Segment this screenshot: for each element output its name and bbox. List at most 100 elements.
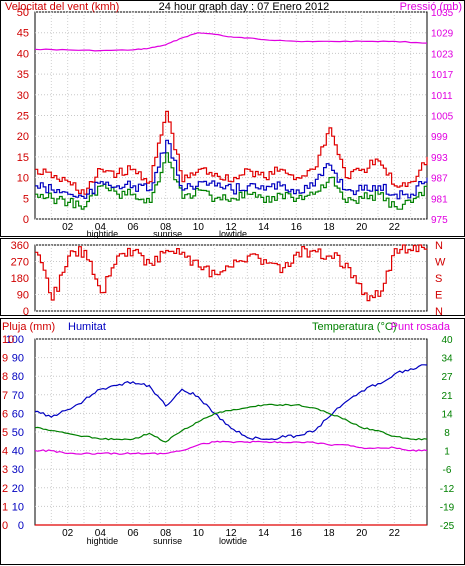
chart1-right-tick: 975	[431, 215, 448, 226]
chart3-temp-tick: -19	[440, 502, 455, 513]
chart3-hum-tick: 40	[12, 446, 24, 458]
chart3-x-tick: 10	[193, 528, 205, 539]
chart3-rain-tick: 5	[2, 427, 8, 439]
chart1-left-axis-label: Velocitat del vent (kmh)	[5, 1, 119, 13]
chart3-temp-tick: 27	[441, 372, 453, 383]
chart1-x-tick: 12	[225, 222, 237, 233]
chart1-x-tick: 02	[62, 222, 74, 233]
chart3-rain-tick: 7	[2, 390, 8, 402]
chart1-left-tick: 25	[17, 111, 29, 123]
chart3-temp-tick: 1	[444, 447, 450, 458]
chart1-x-tick: 22	[389, 222, 401, 233]
chart3-x-annotation: lowtide	[219, 536, 247, 546]
series-dew-point	[34, 440, 428, 455]
chart3-hum-tick: 50	[12, 427, 24, 439]
chart3-x-tick: 08	[160, 528, 172, 539]
chart3-rain-tick: 1	[2, 501, 8, 513]
chart3-hum-tick: 80	[12, 371, 24, 383]
chart1-left-tick: 10	[17, 173, 29, 185]
chart3-x-annotation: hightide	[87, 536, 119, 546]
chart1-left-tick: 5	[23, 193, 29, 205]
chart3-hum-tick: 20	[12, 483, 24, 495]
chart1-x-tick: 06	[127, 222, 139, 233]
chart3-temp-tick: 40	[441, 335, 453, 346]
chart3-hum-tick: 100	[6, 334, 24, 346]
chart2-left-tick: 90	[17, 290, 29, 302]
chart1-left-tick: 45	[17, 28, 29, 40]
chart1-x-tick: 08	[160, 222, 172, 233]
chart3-rain-label: Pluja (mm)	[2, 321, 55, 333]
chart3-x-tick: 12	[225, 528, 237, 539]
chart3-temp-label: Temperatura (°C)	[312, 321, 396, 333]
chart3-temp-tick: 34	[441, 354, 453, 365]
chart1-x-tick: 04	[95, 222, 107, 233]
chart2-left-tick: 180	[11, 273, 29, 285]
chart1-left-tick: 50	[17, 7, 29, 19]
chart3-rain-tick: 2	[2, 483, 8, 495]
chart1-right-tick: 1011	[431, 91, 453, 102]
chart3-x-tick: 06	[127, 528, 139, 539]
chart2-left-tick: 270	[11, 257, 29, 269]
chart3-rain-tick: 0	[2, 520, 8, 532]
chart3-rain-tick: 8	[2, 371, 8, 383]
chart3-hum-tick: 0	[18, 520, 24, 532]
chart1-right-tick: 1029	[431, 29, 454, 40]
chart3-x-annotation: sunrise	[153, 536, 182, 546]
chart3-x-tick: 16	[291, 528, 303, 539]
chart1-right-tick: 987	[431, 174, 448, 185]
chart3-rain-tick: 3	[2, 464, 8, 476]
series-pressure	[34, 32, 428, 52]
chart2-right-tick: N	[435, 240, 443, 252]
chart3-rain-tick: 4	[2, 446, 8, 458]
chart1-x-tick: 16	[291, 222, 303, 233]
chart1-x-annotation: lowtide	[219, 229, 247, 239]
chart3-x-tick: 18	[323, 528, 335, 539]
chart3-hum-tick: 30	[12, 464, 24, 476]
chart1-right-tick: 1017	[431, 70, 454, 81]
chart3-rain-tick: 6	[2, 408, 8, 420]
series-gust	[35, 110, 428, 195]
chart1-right-tick: 993	[431, 153, 448, 164]
chart3-hum-tick: 10	[12, 501, 24, 513]
chart3-temp-tick: 14	[441, 409, 453, 420]
chart3-dew-label: Punt rosada	[391, 321, 451, 333]
chart3-hum-tick: 60	[12, 408, 24, 420]
chart3-temp-tick: 8	[444, 428, 450, 439]
series-humidity	[34, 364, 428, 441]
chart1-x-tick: 10	[193, 222, 205, 233]
chart1-left-tick: 20	[17, 131, 29, 143]
series-avg	[35, 139, 428, 200]
chart2-right-tick: E	[435, 290, 442, 302]
chart2-left-tick: 0	[23, 306, 29, 318]
chart1-left-tick: 35	[17, 69, 29, 81]
chart3-temp-tick: -25	[440, 521, 455, 532]
chart1-right-tick: 981	[431, 194, 448, 205]
chart1-right-tick: 999	[431, 132, 448, 143]
chart3-temp-tick: 21	[441, 391, 453, 402]
chart2-left-tick: 360	[11, 240, 29, 252]
chart1-right-tick: 1035	[431, 8, 454, 19]
chart3-hum-tick: 90	[12, 353, 24, 365]
chart3-x-tick: 14	[258, 528, 270, 539]
chart1-x-tick: 20	[356, 222, 368, 233]
series-wind	[35, 152, 428, 210]
chart1-title: 24 hour graph day : 07 Enero 2012	[159, 1, 330, 13]
chart1-x-tick: 14	[258, 222, 270, 233]
chart1-left-tick: 0	[23, 214, 29, 226]
chart3-hum-tick: 70	[12, 390, 24, 402]
chart3-hum-label: Humitat	[68, 321, 106, 333]
chart3-rain-tick: 10	[2, 334, 14, 346]
chart1-right-axis-label: Pressió (mb)	[400, 1, 462, 13]
chart1-x-tick: 18	[323, 222, 335, 233]
chart3-x-tick: 04	[95, 528, 107, 539]
chart1-left-tick: 30	[17, 90, 29, 102]
chart2-right-tick: W	[435, 257, 446, 269]
chart1-right-tick: 1023	[431, 49, 454, 60]
series-wind-direction	[35, 244, 428, 302]
chart3-rain-tick: 9	[2, 353, 8, 365]
chart1-left-tick: 15	[17, 152, 29, 164]
chart1-x-annotation: hightide	[87, 229, 119, 239]
chart3-temp-tick: -12	[440, 484, 455, 495]
